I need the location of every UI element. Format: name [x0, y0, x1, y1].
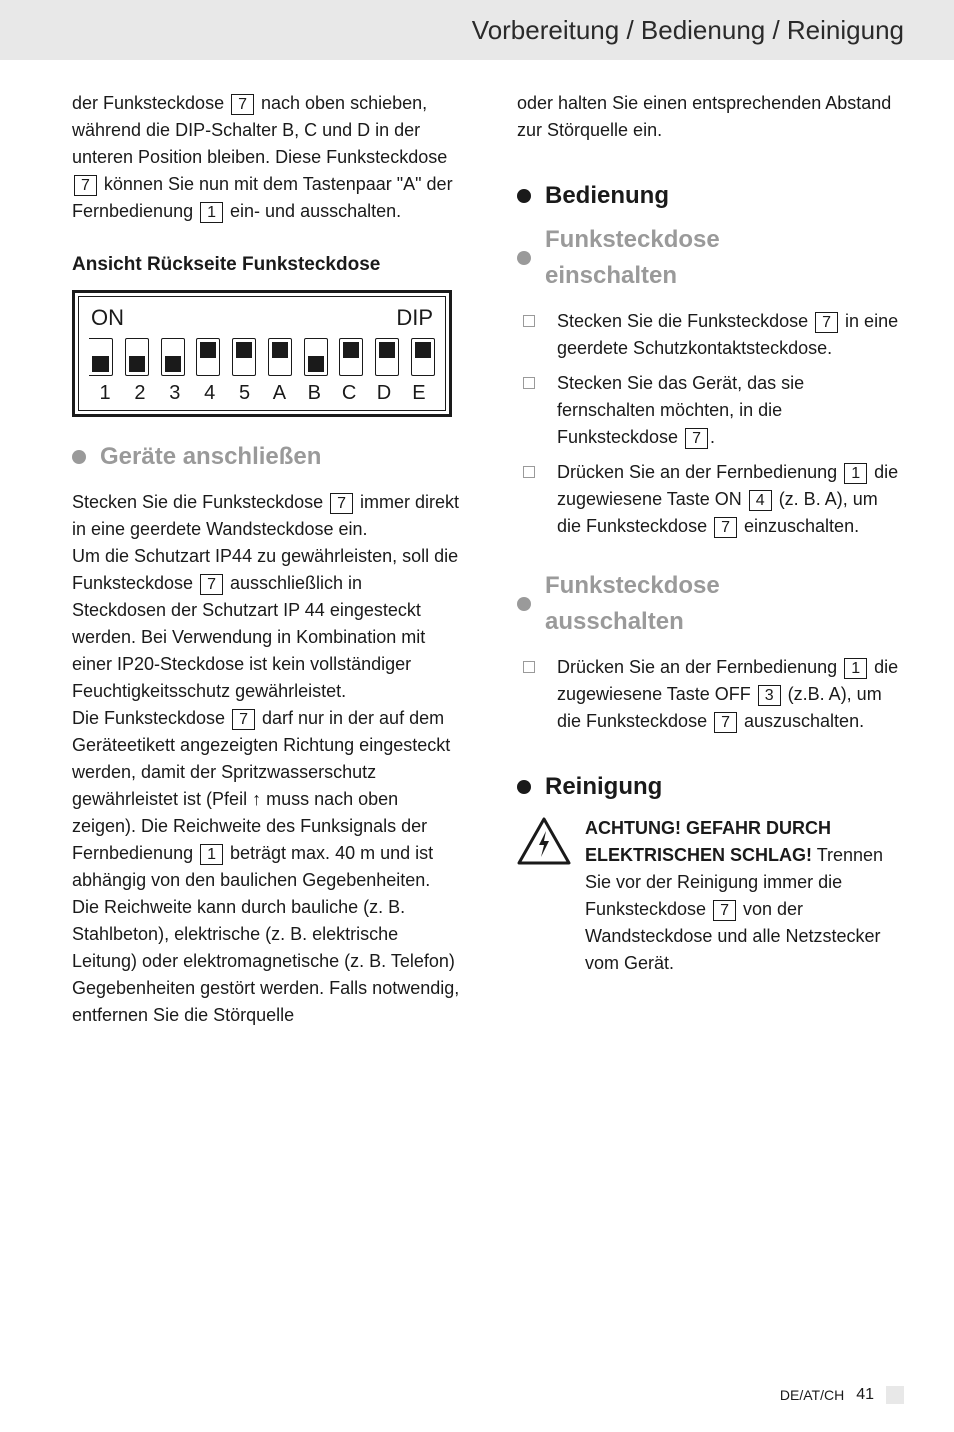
dip-label: 3 — [163, 378, 187, 408]
bullet-icon — [72, 450, 86, 464]
dip-switches — [87, 338, 437, 376]
ref-4: 4 — [749, 490, 772, 511]
ref-7: 7 — [685, 428, 708, 449]
section-geraete: Geräte anschließen — [72, 439, 461, 475]
warning-block: ACHTUNG! GEFAHR DURCH ELEKTRISCHEN SCHLA… — [517, 815, 906, 977]
dip-dip-label: DIP — [396, 301, 433, 334]
dip-label: D — [372, 378, 396, 408]
dip-label: E — [407, 378, 431, 408]
dip-label: 4 — [198, 378, 222, 408]
para-richtung: Die Funksteckdose 7 darf nur in der auf … — [72, 705, 461, 1029]
ref-1: 1 — [844, 658, 867, 679]
ref-7: 7 — [74, 175, 97, 196]
list-item: Drücken Sie an der Fernbedienung 1 die z… — [517, 459, 906, 540]
ref-7: 7 — [232, 709, 255, 730]
ref-1: 1 — [844, 463, 867, 484]
ref-1: 1 — [200, 844, 223, 865]
warning-icon — [517, 817, 571, 977]
section-bedienung: Bedienung — [517, 178, 906, 214]
ref-7: 7 — [200, 574, 223, 595]
section-title: Reinigung — [545, 769, 662, 805]
dip-switch — [375, 338, 399, 376]
warning-text: ACHTUNG! GEFAHR DURCH ELEKTRISCHEN SCHLA… — [585, 815, 906, 977]
section-ausschalten: Funksteckdoseausschalten — [517, 568, 906, 640]
list-item: Stecken Sie das Gerät, das sie fernschal… — [517, 370, 906, 451]
dip-on-label: ON — [91, 301, 124, 334]
dip-switch — [161, 338, 185, 376]
arrow-up-icon: ↑ — [252, 786, 261, 813]
dip-switch — [232, 338, 256, 376]
einschalten-list: Stecken Sie die Funksteckdose 7 in eine … — [517, 308, 906, 540]
ref-7: 7 — [231, 94, 254, 115]
dip-label: A — [267, 378, 291, 408]
bullet-icon — [517, 189, 531, 203]
para-stecken: Stecken Sie die Funksteckdose 7 immer di… — [72, 489, 461, 543]
bullet-icon — [517, 597, 531, 611]
dip-label: 1 — [93, 378, 117, 408]
header-bar: Vorbereitung / Bedienung / Reinigung — [0, 0, 954, 60]
ref-7: 7 — [713, 900, 736, 921]
header-title: Vorbereitung / Bedienung / Reinigung — [472, 15, 904, 46]
dip-switch — [339, 338, 363, 376]
section-title: Funksteckdoseausschalten — [545, 568, 720, 640]
footer-bar — [886, 1386, 904, 1404]
dip-diagram: ON DIP 12345ABCDE — [72, 290, 452, 417]
footer-region: DE/AT/CH — [780, 1387, 844, 1403]
section-reinigung: Reinigung — [517, 769, 906, 805]
intro-paragraph: der Funksteckdose 7 nach oben schieben, … — [72, 90, 461, 225]
ref-7: 7 — [714, 517, 737, 538]
para-schutzart: Um die Schutzart IP44 zu gewährleisten, … — [72, 543, 461, 705]
section-einschalten: Funksteckdoseeinschalten — [517, 222, 906, 294]
dip-labels: 12345ABCDE — [87, 378, 437, 408]
dip-label: B — [302, 378, 326, 408]
ref-7: 7 — [330, 493, 353, 514]
ref-3: 3 — [758, 685, 781, 706]
dip-switch — [268, 338, 292, 376]
list-item: Stecken Sie die Funksteckdose 7 in eine … — [517, 308, 906, 362]
ausschalten-list: Drücken Sie an der Fernbedienung 1 die z… — [517, 654, 906, 735]
left-column: der Funksteckdose 7 nach oben schieben, … — [72, 90, 461, 1029]
section-title: Geräte anschließen — [100, 439, 321, 475]
bullet-icon — [517, 780, 531, 794]
dip-label: 2 — [128, 378, 152, 408]
right-column: oder halten Sie einen entsprechenden Abs… — [517, 90, 906, 1029]
ref-1: 1 — [200, 202, 223, 223]
dip-switch — [196, 338, 220, 376]
content: der Funksteckdose 7 nach oben schieben, … — [0, 60, 954, 1029]
section-title: Funksteckdoseeinschalten — [545, 222, 720, 294]
dip-switch — [411, 338, 435, 376]
dip-heading: Ansicht Rückseite Funksteckdose — [72, 251, 461, 280]
dip-switch — [89, 338, 113, 376]
ref-7: 7 — [815, 312, 838, 333]
bullet-icon — [517, 251, 531, 265]
para-top: oder halten Sie einen entsprechenden Abs… — [517, 90, 906, 144]
list-item: Drücken Sie an der Fernbedienung 1 die z… — [517, 654, 906, 735]
section-title: Bedienung — [545, 178, 669, 214]
footer-page: 41 — [856, 1386, 874, 1404]
dip-switch — [125, 338, 149, 376]
dip-label: C — [337, 378, 361, 408]
dip-switch — [304, 338, 328, 376]
footer: DE/AT/CH 41 — [780, 1386, 904, 1404]
dip-label: 5 — [233, 378, 257, 408]
ref-7: 7 — [714, 712, 737, 733]
